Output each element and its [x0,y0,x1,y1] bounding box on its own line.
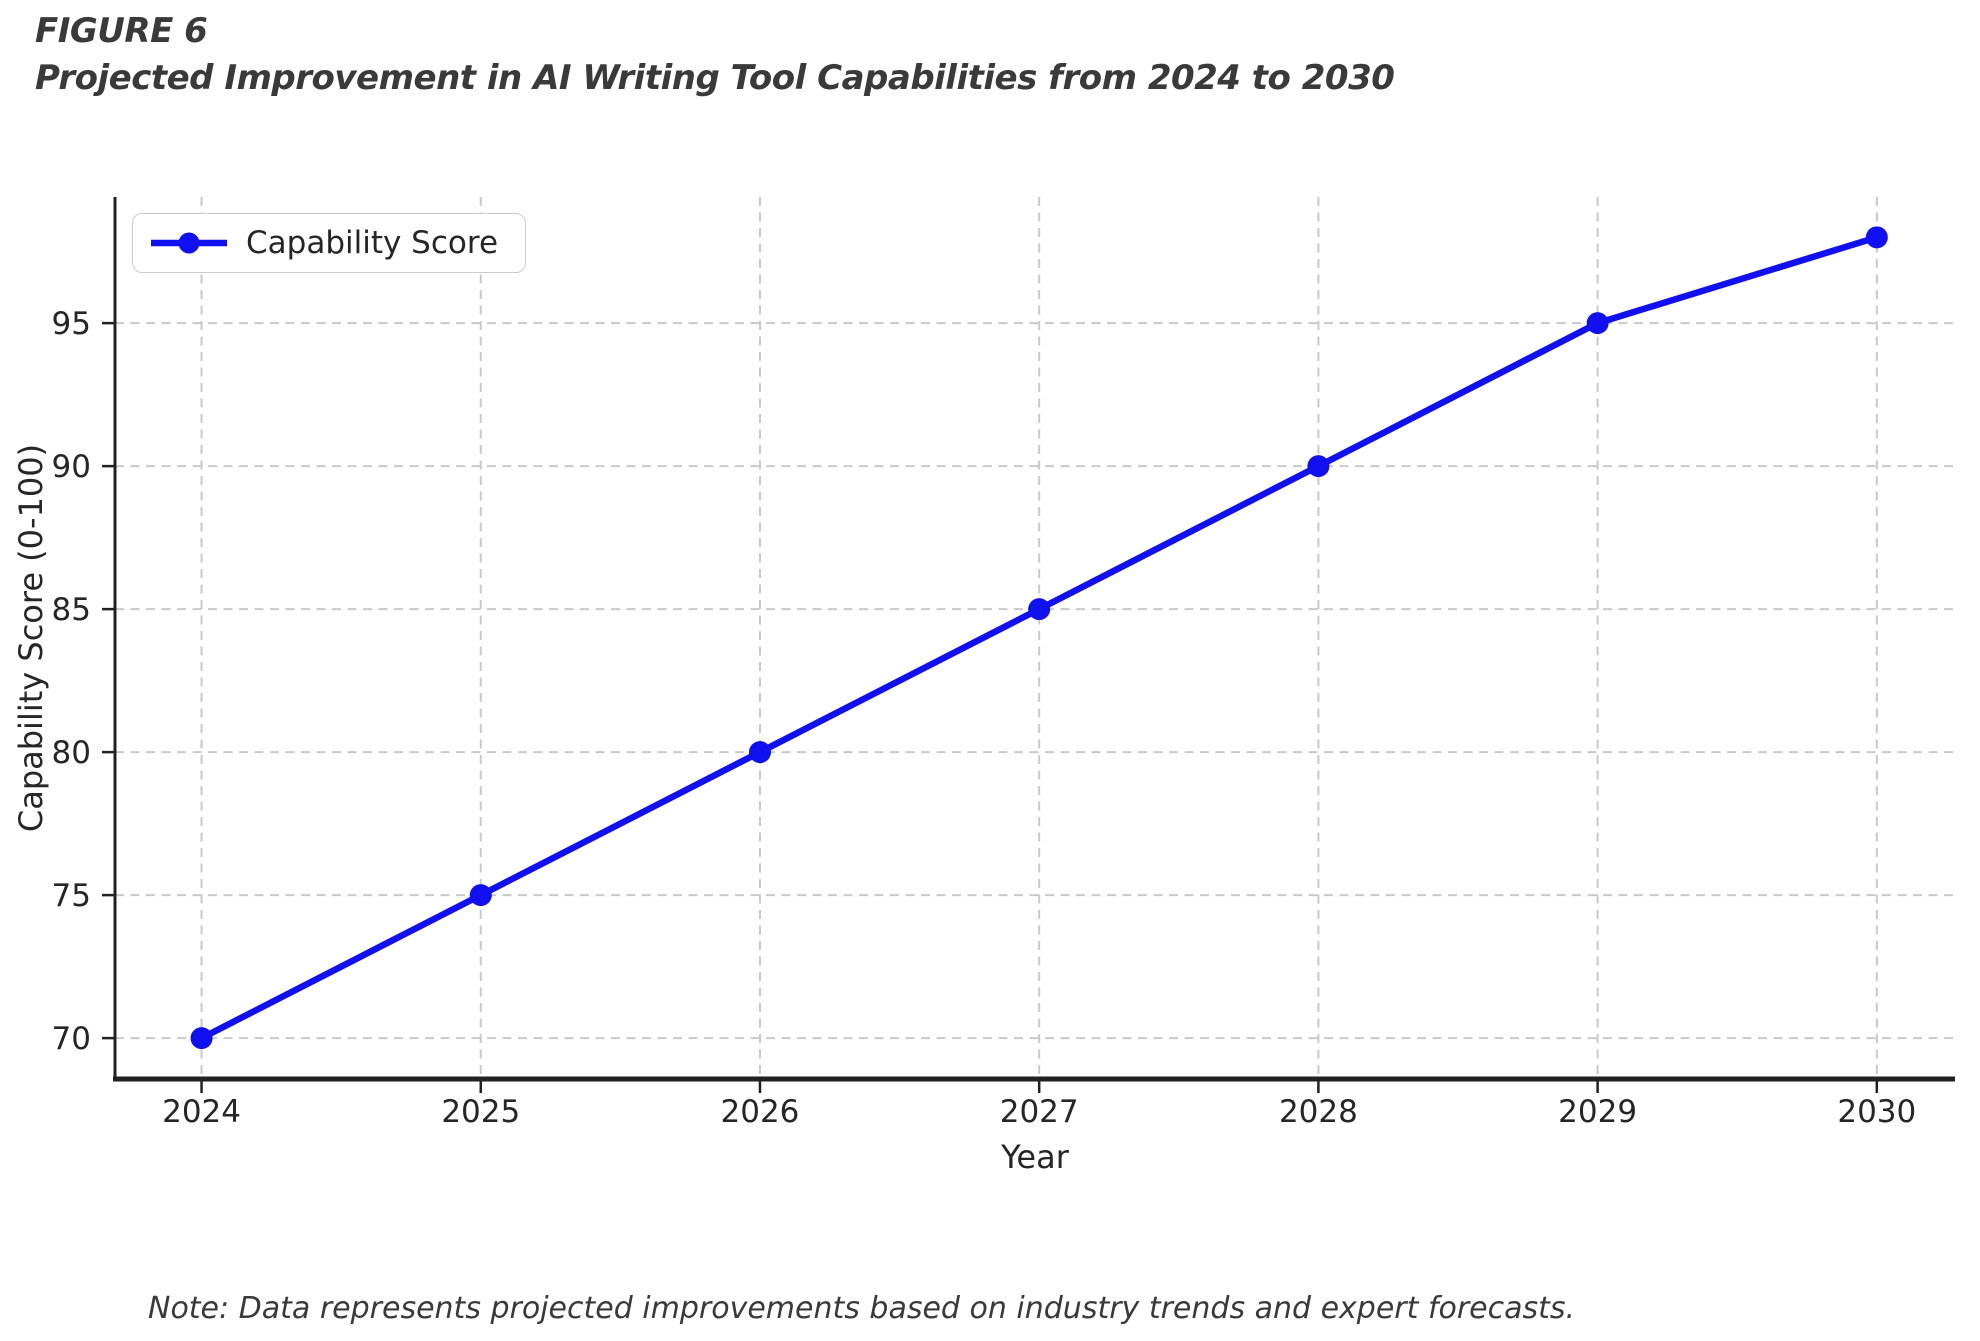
data-point-marker [748,741,771,764]
x-tick-label: 2025 [441,1094,520,1130]
figure-heading: FIGURE 6 Projected Improvement in AI Wri… [35,8,1395,102]
legend-label: Capability Score [246,225,499,261]
data-point-marker [1586,312,1609,335]
x-tick-label: 2029 [1558,1094,1637,1130]
data-point-marker [1028,598,1051,621]
legend: Capability Score [132,213,527,273]
y-tick-label: 95 [52,306,91,342]
y-tick-label: 90 [52,449,91,485]
data-point-marker [190,1027,213,1050]
figure-title: Projected Improvement in AI Writing Tool… [35,58,1395,98]
x-tick-label: 2024 [162,1094,241,1130]
data-point-marker [469,884,492,907]
y-tick-label: 80 [52,735,91,771]
x-axis-label: Year [1000,1138,1070,1176]
data-point-marker [1865,226,1888,249]
x-tick-label: 2030 [1837,1094,1916,1130]
x-tick-label: 2027 [1000,1094,1079,1130]
y-tick-label: 85 [52,592,91,628]
y-tick-label: 75 [52,878,91,914]
y-tick-label: 70 [52,1021,91,1057]
data-point-marker [1307,455,1330,478]
y-axis-label: Capability Score (0-100) [12,444,50,832]
figure-note: Note: Data represents projected improvem… [148,1291,1576,1326]
x-tick-label: 2026 [721,1094,800,1130]
x-tick-label: 2028 [1279,1094,1358,1130]
figure-label: FIGURE 6 [35,11,208,51]
legend-line-marker-icon [151,232,227,254]
